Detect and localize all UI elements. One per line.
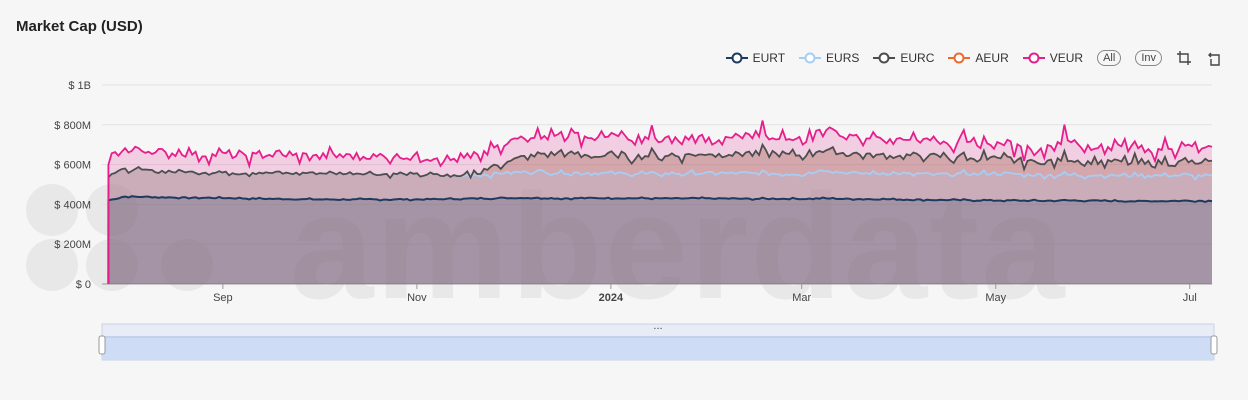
area-eurt: [108, 196, 1212, 284]
legend-label-eurs: EURS: [826, 51, 860, 65]
show-all-button[interactable]: All: [1097, 50, 1122, 66]
x-tick-label: Nov: [407, 292, 427, 304]
legend-item-eurt[interactable]: EURT: [725, 51, 786, 65]
legend: EURT EURS EURC AEUR VEUR All Inv: [725, 50, 1222, 66]
y-axis: $ 0 $ 200M $ 400M $ 600M $ 800M $ 1B: [54, 80, 91, 291]
invert-selection-button[interactable]: Inv: [1135, 50, 1162, 66]
reset-zoom-icon[interactable]: [1206, 50, 1222, 66]
legend-label-eurc: EURC: [900, 51, 935, 65]
area-veur: [108, 120, 1212, 284]
x-tick-label: May: [985, 292, 1006, 304]
legend-item-eurs[interactable]: EURS: [799, 51, 859, 65]
navigator-grip-label: ...: [653, 320, 662, 332]
line-eurt: [107, 195, 1213, 285]
navigator-selection: [102, 336, 1214, 360]
y-tick-label: $ 200M: [54, 239, 91, 251]
navigator-handle-right[interactable]: [1210, 335, 1218, 355]
legend-swatch-veur: [1022, 52, 1045, 64]
chart-title: Market Cap (USD): [16, 18, 143, 35]
area-eurs: [108, 167, 1212, 284]
series-areas: [108, 120, 1212, 284]
y-tick-label: $ 400M: [54, 199, 91, 211]
y-tick-label: $ 1B: [68, 80, 91, 92]
legend-label-veur: VEUR: [1049, 51, 1084, 65]
y-tick-label: $ 600M: [54, 160, 91, 172]
y-tick-label: $ 800M: [54, 120, 91, 132]
x-tick-label: Sep: [213, 292, 233, 304]
area-eurc: [108, 144, 1212, 284]
line-eurc: [107, 142, 1213, 285]
legend-item-veur[interactable]: VEUR: [1022, 51, 1084, 65]
navigator-handle-left[interactable]: [98, 335, 106, 355]
legend-swatch-eurt: [725, 52, 748, 64]
legend-label-eurt: EURT: [752, 51, 786, 65]
grid-lines: [102, 84, 1212, 285]
y-tick-label: $ 0: [76, 279, 91, 291]
navigator[interactable]: ...: [98, 320, 1218, 361]
legend-swatch-eurs: [799, 52, 822, 64]
legend-swatch-aeur: [948, 52, 971, 64]
x-axis: Sep Nov 2024 Mar May Jul: [213, 284, 1197, 304]
legend-item-eurc[interactable]: EURC: [873, 51, 934, 65]
x-tick-label: Jul: [1183, 292, 1197, 304]
line-veur: [107, 120, 1213, 285]
legend-label-aeur: AEUR: [975, 51, 1009, 65]
series-lines: [107, 120, 1213, 285]
x-tick-label: 2024: [599, 292, 624, 304]
legend-item-aeur[interactable]: AEUR: [948, 51, 1009, 65]
x-tick-label: Mar: [792, 292, 811, 304]
area-aeur: [108, 144, 1212, 284]
crop-icon[interactable]: [1176, 50, 1192, 66]
legend-swatch-eurc: [873, 52, 896, 64]
